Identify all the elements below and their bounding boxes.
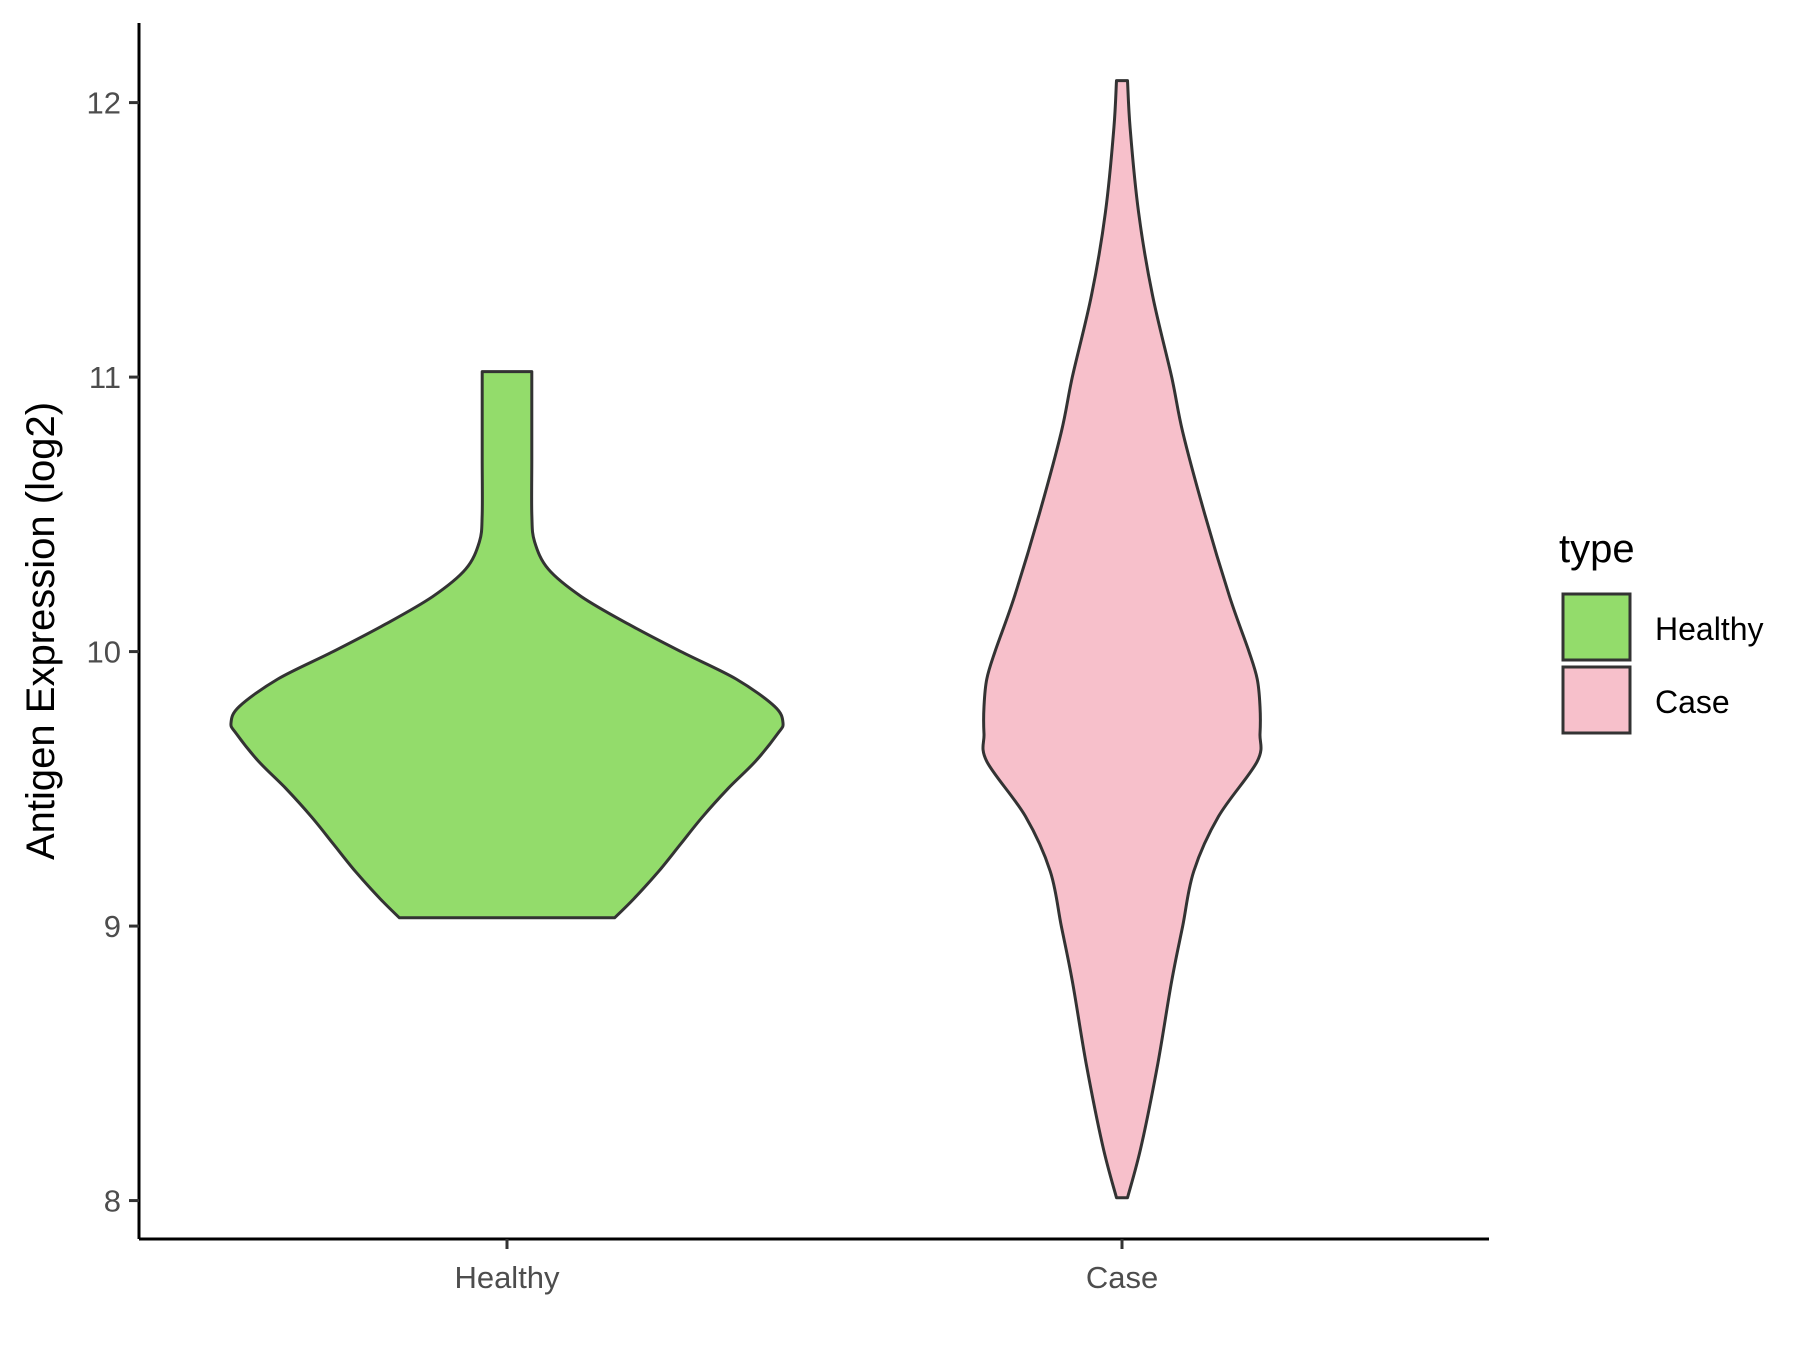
plot-area: 8 9 10 11 12 Healthy Case bbox=[87, 23, 1489, 1295]
y-tick-label: 12 bbox=[87, 86, 121, 121]
legend-label-case: Case bbox=[1655, 684, 1730, 720]
violin-case bbox=[981, 79, 1263, 1200]
legend: type Healthy Case bbox=[1559, 527, 1764, 735]
y-axis-ticks: 8 9 10 11 12 bbox=[87, 86, 139, 1219]
violin-healthy bbox=[229, 370, 785, 920]
y-tick-label: 8 bbox=[104, 1184, 121, 1219]
legend-label-healthy: Healthy bbox=[1655, 611, 1764, 647]
legend-swatch-case bbox=[1561, 665, 1632, 735]
violins bbox=[229, 79, 1263, 1200]
x-tick-label-healthy: Healthy bbox=[454, 1260, 560, 1295]
x-tick-label-case: Case bbox=[1086, 1260, 1158, 1295]
y-tick-label: 9 bbox=[104, 909, 121, 944]
y-tick-label: 10 bbox=[87, 635, 121, 670]
y-tick-label: 11 bbox=[89, 360, 121, 395]
legend-swatch-healthy bbox=[1561, 592, 1632, 662]
y-axis-title: Antigen Expression (log2) bbox=[19, 402, 63, 860]
legend-title: type bbox=[1559, 527, 1635, 571]
x-axis-ticks: Healthy Case bbox=[454, 1239, 1158, 1295]
